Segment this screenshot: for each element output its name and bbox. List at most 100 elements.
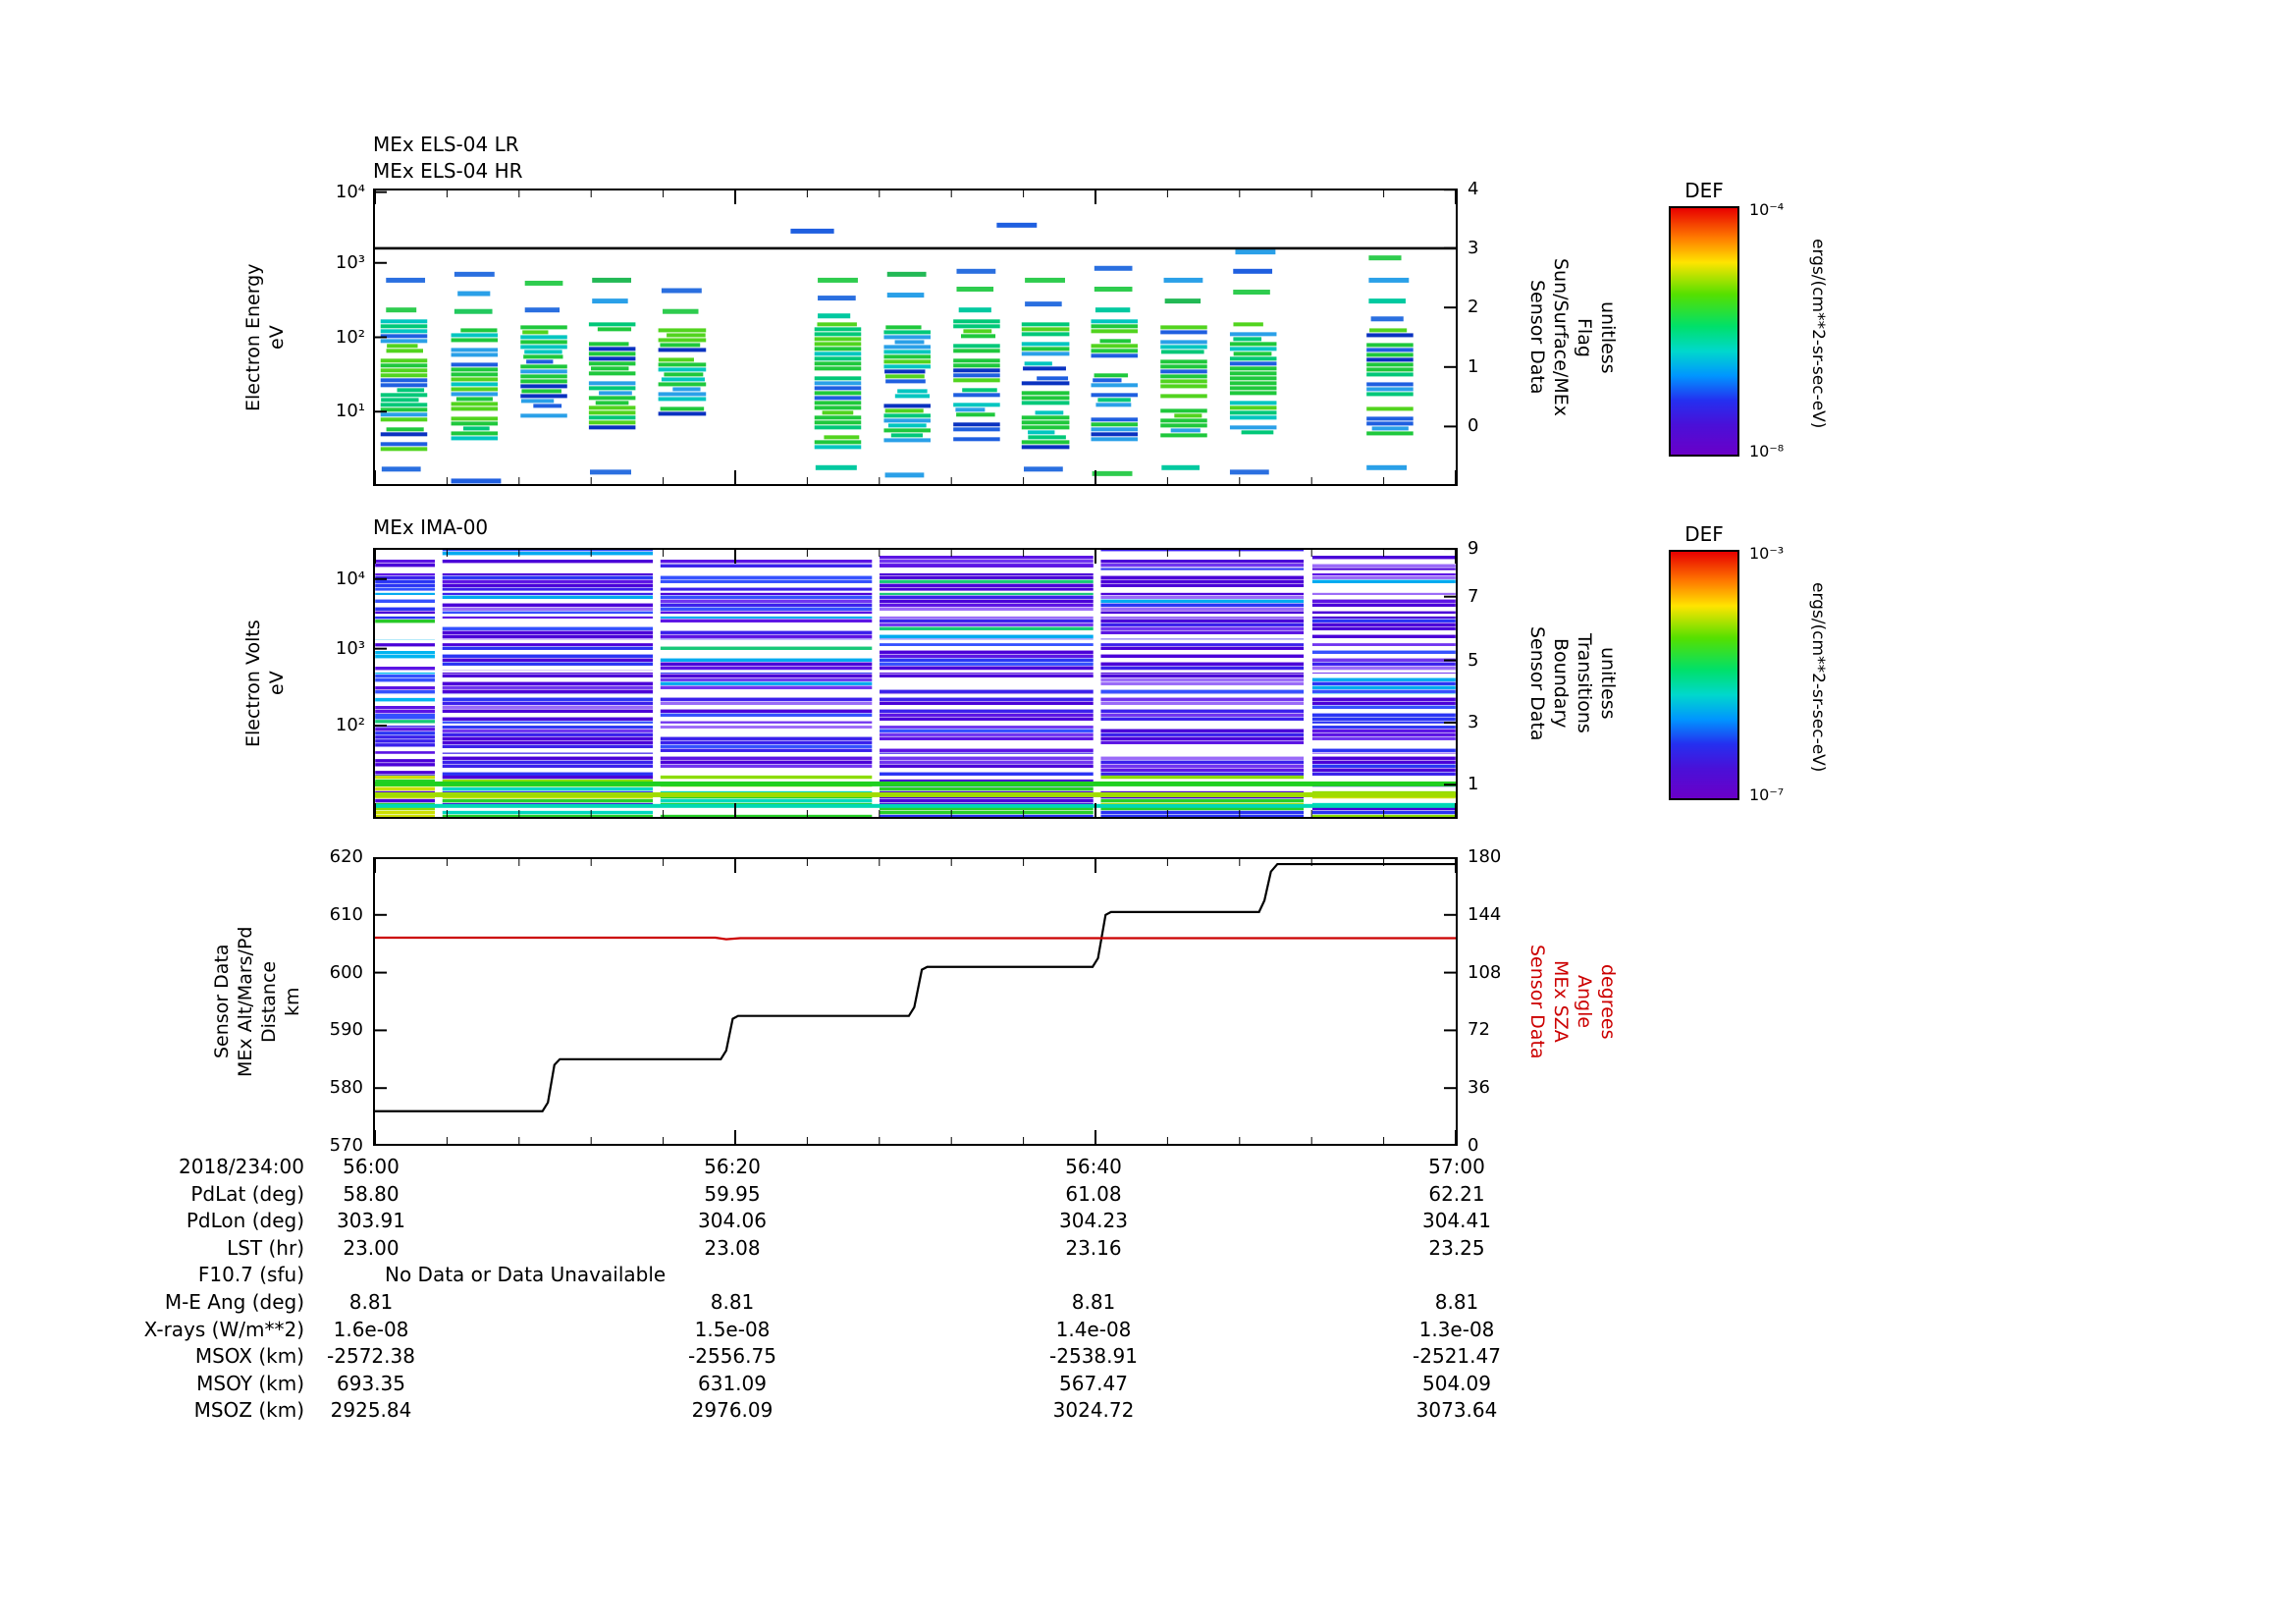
table-cell: 504.09 — [1422, 1371, 1491, 1395]
els-ytick-label: 10⁴ — [335, 181, 365, 202]
table-cell: 304.06 — [698, 1209, 767, 1233]
ima-ytick-label: 10⁴ — [335, 568, 365, 589]
ima-right-axis-label: Sensor Data Boundary Transitions unitles… — [1525, 548, 1620, 819]
ima-ytick-label: 10² — [335, 715, 365, 736]
sza-right-axis-label-line: MEx SZA — [1550, 960, 1572, 1043]
table-cell: -2538.91 — [1049, 1344, 1138, 1369]
table-cell: 2925.84 — [330, 1398, 412, 1423]
table-cell: 57:00 — [1428, 1155, 1485, 1178]
els-right-axis-label-line: unitless — [1597, 300, 1619, 374]
distance-y-axis-label: Sensor Data MEx Alt/Mars/Pd Distance km — [210, 857, 304, 1146]
sza-ytick-label: 72 — [1468, 1019, 1490, 1041]
table-row-label: MSOX (km) — [194, 1344, 304, 1369]
ima-y-axis-label-line: Electron Volts — [242, 620, 264, 747]
els-colorbar — [1669, 206, 1739, 457]
table-row-label: X-rays (W/m**2) — [143, 1317, 304, 1341]
table-cell: 304.23 — [1059, 1209, 1128, 1233]
table-row-label: PdLon (deg) — [186, 1209, 304, 1233]
els-ytick-label: 10³ — [335, 251, 365, 273]
table-cell: 23.25 — [1428, 1235, 1485, 1260]
els-right-axis-label-line: Sensor Data — [1526, 280, 1548, 395]
distance-ytick-label: 620 — [329, 846, 363, 867]
table-row-label: LST (hr) — [227, 1235, 304, 1260]
ima-boundary-tick-label: 1 — [1468, 774, 1479, 795]
ima-y-axis-label: Electron Volts eV — [241, 548, 289, 819]
distance-ytick-label: 600 — [329, 961, 363, 983]
els-y-axis-label-line: Electron Energy — [242, 263, 264, 411]
table-cell: -2556.75 — [688, 1344, 776, 1369]
table-cell: -2572.38 — [327, 1344, 415, 1369]
table-cell: 1.6e-08 — [333, 1317, 409, 1341]
els-colorbar-max-label: 10⁻⁴ — [1749, 200, 1785, 219]
table-row-label: MSOZ (km) — [193, 1398, 304, 1423]
table-row-label: M-E Ang (deg) — [164, 1290, 304, 1314]
els-spectrogram — [373, 189, 1458, 486]
table-cell: 1.5e-08 — [694, 1317, 771, 1341]
table-cell: 8.81 — [710, 1290, 755, 1314]
ima-boundary-tick-label: 5 — [1468, 649, 1479, 671]
table-cell: 304.41 — [1422, 1209, 1491, 1233]
table-cell: 1.3e-08 — [1418, 1317, 1495, 1341]
table-cell: 567.47 — [1059, 1371, 1128, 1395]
els-y-axis-label: Electron Energy eV — [241, 189, 289, 486]
ima-right-axis-label-line: Transitions — [1574, 633, 1595, 733]
table-cell: 8.81 — [348, 1290, 394, 1314]
table-row-label: MSOY (km) — [196, 1371, 304, 1395]
ima-right-axis-label-line: Boundary — [1550, 638, 1572, 729]
els-title-line-2: MEx ELS-04 HR — [373, 159, 523, 183]
els-colorbar-title: DEF — [1684, 179, 1724, 202]
ima-colorbar-min-label: 10⁻⁷ — [1749, 785, 1785, 804]
distance-ytick-label: 590 — [329, 1019, 363, 1041]
table-cell: 3024.72 — [1052, 1398, 1135, 1423]
table-cell: 3073.64 — [1415, 1398, 1498, 1423]
ima-panel-title: MEx IMA-00 — [373, 515, 489, 539]
table-row-label: 2018/234:00 — [179, 1155, 304, 1178]
distance-ytick-label: 570 — [329, 1135, 363, 1156]
els-flag-tick-label: 2 — [1468, 297, 1479, 318]
sza-right-axis-label-line: degrees — [1597, 963, 1619, 1040]
ima-boundary-tick-label: 3 — [1468, 712, 1479, 733]
table-cell: 23.00 — [343, 1235, 400, 1260]
sza-right-axis-label-line: Sensor Data — [1526, 944, 1548, 1059]
sza-ytick-label: 0 — [1468, 1135, 1479, 1156]
ima-colorbar-title: DEF — [1684, 522, 1724, 546]
table-cell: 58.80 — [343, 1181, 400, 1206]
els-colorbar-unit-label: ergs/(cm**2-sr-sec-eV) — [1808, 239, 1828, 429]
table-cell: 2976.09 — [691, 1398, 774, 1423]
ima-y-axis-label-line: eV — [266, 671, 288, 696]
els-flag-tick-label: 1 — [1468, 355, 1479, 377]
table-cell: 61.08 — [1065, 1181, 1122, 1206]
sza-ytick-label: 36 — [1468, 1077, 1490, 1099]
els-panel-title: MEx ELS-04 LR MEx ELS-04 HR — [373, 132, 523, 185]
table-cell: 56:40 — [1065, 1155, 1122, 1178]
ima-colorbar — [1669, 550, 1739, 800]
ima-ytick-label: 10³ — [335, 637, 365, 659]
table-cell: -2521.47 — [1413, 1344, 1501, 1369]
table-row-label: F10.7 (sfu) — [197, 1263, 304, 1287]
ima-colorbar-max-label: 10⁻³ — [1749, 544, 1785, 563]
ima-right-axis-label-line: unitless — [1597, 647, 1619, 720]
table-row-label: PdLat (deg) — [190, 1181, 304, 1206]
table-no-data-note: No Data or Data Unavailable — [385, 1263, 667, 1287]
table-cell: 8.81 — [1071, 1290, 1116, 1314]
els-ytick-label: 10² — [335, 326, 365, 348]
distance-ytick-label: 610 — [329, 903, 363, 925]
els-ytick-label: 10¹ — [335, 401, 365, 422]
table-cell: 59.95 — [704, 1181, 761, 1206]
ima-spectrogram — [373, 548, 1458, 819]
distance-y-axis-label-line: Sensor Data — [211, 944, 233, 1059]
ima-colorbar-unit-label: ergs/(cm**2-sr-sec-eV) — [1808, 582, 1828, 773]
table-cell: 693.35 — [337, 1371, 405, 1395]
table-cell: 631.09 — [698, 1371, 767, 1395]
els-right-axis-label-line: Flag — [1574, 317, 1595, 357]
table-cell: 23.16 — [1065, 1235, 1122, 1260]
els-right-axis-label-line: Sun/Surface/MEx — [1550, 258, 1572, 416]
distance-line-chart — [373, 857, 1458, 1146]
ima-boundary-tick-label: 9 — [1468, 538, 1479, 560]
els-y-axis-label-line: eV — [266, 325, 288, 350]
els-flag-tick-label: 4 — [1468, 179, 1479, 200]
distance-ytick-label: 580 — [329, 1077, 363, 1099]
sza-right-axis-label-line: Angle — [1574, 974, 1595, 1029]
sza-ytick-label: 144 — [1468, 903, 1502, 925]
